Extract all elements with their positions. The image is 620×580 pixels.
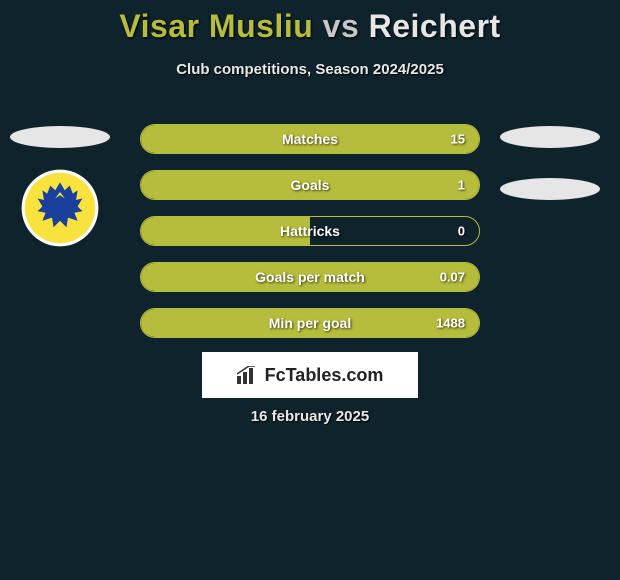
stat-row: Hattricks 0 — [140, 216, 480, 246]
club-crest-svg — [20, 168, 100, 248]
stat-label: Goals — [291, 177, 330, 193]
subtitle: Club competitions, Season 2024/2025 — [0, 61, 620, 78]
date: 16 february 2025 — [0, 408, 620, 425]
stat-value: 1 — [458, 178, 465, 193]
logo-text: FcTables.com — [265, 365, 384, 386]
player2-name: Reichert — [369, 8, 501, 44]
right-placeholder-ellipse-1 — [500, 126, 600, 148]
stat-label: Matches — [282, 131, 338, 147]
stat-label: Min per goal — [269, 315, 351, 331]
stats-container: Matches 15 Goals 1 Hattricks 0 Goals per… — [140, 124, 480, 354]
bar-chart-icon — [237, 366, 259, 384]
stat-row: Matches 15 — [140, 124, 480, 154]
source-logo: FcTables.com — [202, 352, 418, 398]
stat-value: 15 — [451, 132, 465, 147]
left-placeholder-ellipse — [10, 126, 110, 148]
club-crest — [20, 168, 100, 248]
stat-value: 1488 — [436, 316, 465, 331]
stat-value: 0.07 — [440, 270, 465, 285]
comparison-title: Visar Musliu vs Reichert — [0, 0, 620, 45]
stat-label: Hattricks — [280, 223, 340, 239]
stat-row: Min per goal 1488 — [140, 308, 480, 338]
stat-row: Goals per match 0.07 — [140, 262, 480, 292]
stat-value: 0 — [458, 224, 465, 239]
vs-separator: vs — [323, 8, 360, 44]
stat-label: Goals per match — [255, 269, 365, 285]
stat-row: Goals 1 — [140, 170, 480, 200]
right-placeholder-ellipse-2 — [500, 178, 600, 200]
player1-name: Visar Musliu — [119, 8, 313, 44]
